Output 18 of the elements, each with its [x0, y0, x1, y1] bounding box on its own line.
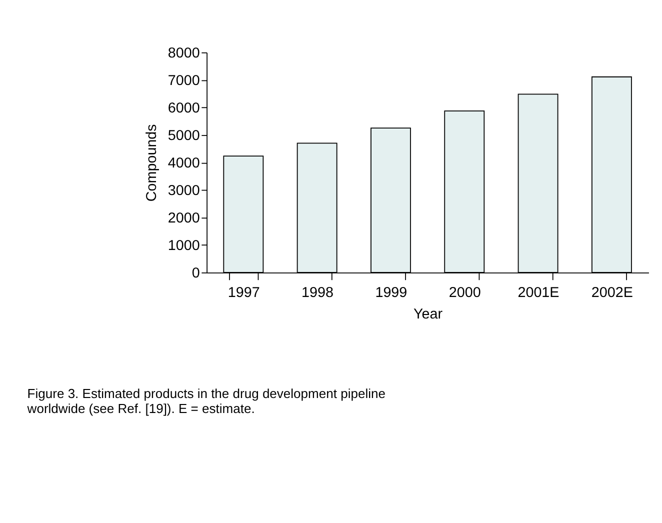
x-axis-title: Year [414, 306, 443, 323]
y-tick-label: 5000 [168, 128, 200, 144]
y-tick-label: 6000 [168, 100, 200, 116]
y-axis-title: Compounds [144, 124, 160, 202]
x-tick-label: 1998 [302, 285, 334, 302]
x-tick-label: 2000 [448, 285, 481, 302]
x-tick-label: 2001E [518, 285, 560, 302]
y-tick-label: 2000 [168, 210, 200, 226]
y-tick-label: 7000 [168, 72, 200, 89]
y-tick-label: 8000 [168, 45, 200, 62]
y-tick-label: 4000 [168, 155, 200, 172]
x-tick-label: 1997 [228, 285, 260, 302]
caption: Figure 3. Estimated products in the drug development pipeline worldwide (see Ref. [19]). E = estimate. [26, 386, 386, 416]
x-tick-label: 1999 [375, 285, 408, 302]
x-tick-label: 2002E [591, 285, 633, 302]
y-tick-label: 0 [192, 265, 200, 282]
y-tick-label: 1000 [168, 238, 200, 254]
y-tick-label: 3000 [168, 182, 200, 199]
